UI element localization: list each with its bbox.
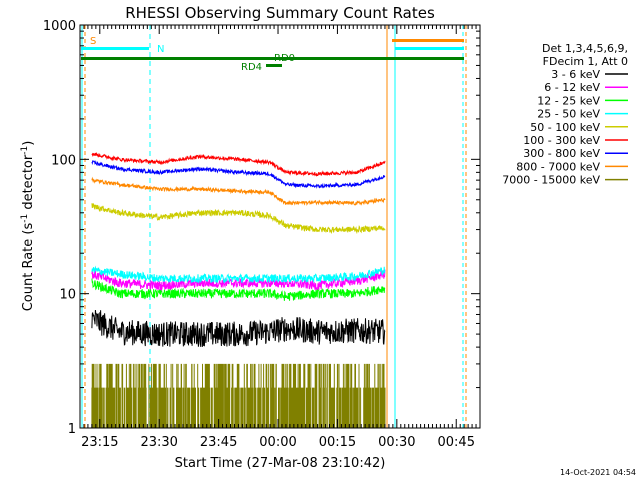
series-25-50keV: [91, 265, 386, 284]
legend-entry-label: 25 - 50 keV: [537, 108, 600, 121]
series-100-300keV: [91, 152, 386, 177]
legend-entry-label: 50 - 100 keV: [530, 121, 600, 134]
series-3-6keV: [91, 309, 386, 347]
series-800-7000keV: [91, 176, 386, 207]
series-300-800keV: [91, 160, 386, 189]
plot-frame: [79, 24, 481, 429]
x-tick-label: 23:30: [140, 435, 177, 450]
legend-entry-label: 6 - 12 keV: [544, 81, 600, 94]
legend-entry-label: 7000 - 15000 keV: [502, 174, 600, 187]
saa-label: S: [90, 36, 96, 47]
x-tick-label: 00:00: [259, 435, 296, 450]
series-path: [91, 265, 386, 284]
legend: Det 1,3,4,5,6,9, FDecim 1, Att 0 3 - 6 k…: [502, 42, 628, 187]
y-tick-label: 1000: [43, 19, 76, 34]
x-axis-label: Start Time (27-Mar-08 23:10:42): [175, 456, 386, 471]
rd0-bar: [81, 57, 464, 60]
series-path: [91, 160, 386, 189]
series-50-100keV: [91, 202, 386, 235]
legend-header-line-2: FDecim 1, Att 0: [543, 55, 628, 68]
rd0-label: RD0: [274, 53, 295, 64]
overlay-layer: S N RD0 RD4: [81, 25, 467, 428]
rd4-label: RD4: [241, 62, 262, 73]
saa-bar: [392, 39, 464, 42]
y-tick-label: 10: [59, 288, 76, 303]
y-tick-label: 1: [68, 422, 76, 437]
legend-entry-label: 100 - 300 keV: [523, 134, 600, 147]
y-axis-label: Count Rate (s-1 detector-1): [20, 141, 36, 312]
x-tick-label: 00:45: [438, 435, 475, 450]
night-bar: [395, 47, 464, 50]
x-tick-label: 23:15: [81, 435, 118, 450]
series-path: [91, 269, 386, 292]
legend-entry-label: 800 - 7000 keV: [516, 160, 600, 173]
series-path: [91, 176, 386, 207]
series-layer: [91, 152, 386, 428]
x-tick-label: 23:45: [200, 435, 237, 450]
legend-entry-label: 3 - 6 keV: [551, 68, 600, 81]
night-label: N: [157, 44, 164, 55]
chart-title: RHESSI Observing Summary Count Rates: [125, 4, 435, 22]
legend-entry-label: 300 - 800 keV: [523, 147, 600, 160]
night-bar: [81, 47, 149, 50]
x-tick-label: 00:30: [378, 435, 415, 450]
series-6-12keV: [91, 269, 386, 292]
series-path: [91, 152, 386, 177]
legend-header-line-1: Det 1,3,4,5,6,9,: [542, 42, 628, 55]
series-path: [91, 202, 386, 235]
footer-timestamp: 14-Oct-2021 04:54: [560, 468, 636, 477]
series-path: [91, 309, 386, 347]
y-axis: 1 10 100 1000: [43, 19, 480, 437]
x-axis: 23:15 23:30 23:45 00:00 00:15 00:30 00:45: [79, 25, 477, 450]
series-12-25keV: [91, 278, 386, 301]
rd4-bar: [266, 64, 282, 67]
x-tick-label: 00:15: [319, 435, 356, 450]
legend-entry-label: 12 - 25 keV: [537, 94, 600, 107]
series-path: [91, 278, 386, 301]
y-tick-label: 100: [51, 153, 76, 168]
